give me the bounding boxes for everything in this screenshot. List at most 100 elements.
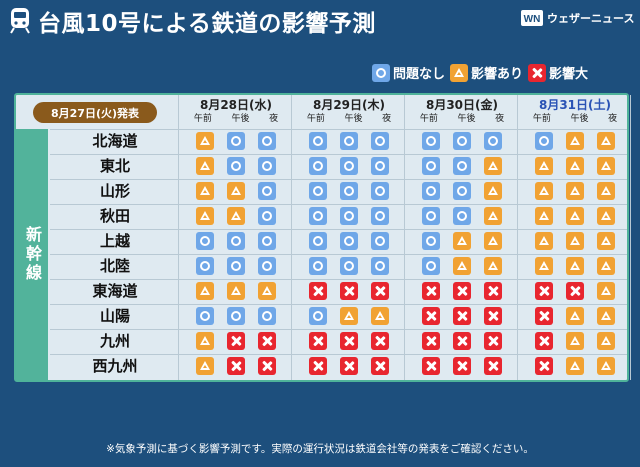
table-row: 九州 — [50, 329, 627, 352]
triangle-icon — [453, 232, 471, 250]
legend-item-warn: 影響あり — [450, 63, 523, 82]
line-name: 秋田 — [99, 207, 130, 225]
cross-icon — [422, 282, 440, 300]
table-row: 山陽 — [50, 304, 627, 327]
triangle-icon — [484, 207, 502, 225]
cross-icon — [484, 332, 502, 350]
triangle-icon — [196, 157, 214, 175]
circle-icon — [258, 207, 276, 225]
circle-icon — [309, 207, 327, 225]
table-row: 上越 — [50, 229, 627, 252]
time-slot-label: 午後 — [570, 114, 589, 124]
triangle-icon — [196, 182, 214, 200]
cross-icon — [340, 332, 358, 350]
line-name: 北陸 — [99, 257, 130, 275]
cross-icon — [340, 282, 358, 300]
time-slots: 午前 午後 夜 — [519, 113, 631, 125]
triangle-icon — [484, 157, 502, 175]
circle-icon — [227, 232, 245, 250]
line-name: 東海道 — [92, 282, 138, 300]
cross-icon — [535, 332, 553, 350]
triangle-icon — [535, 207, 553, 225]
time-slot-label: 午後 — [457, 114, 476, 124]
circle-icon — [422, 207, 440, 225]
circle-icon — [258, 182, 276, 200]
triangle-icon — [597, 282, 615, 300]
triangle-icon — [566, 132, 584, 150]
time-slots: 午前 午後 夜 — [180, 113, 292, 125]
column-divider — [517, 95, 518, 380]
circle-icon — [258, 232, 276, 250]
circle-icon — [227, 257, 245, 275]
circle-icon — [340, 257, 358, 275]
cross-icon — [535, 357, 553, 375]
time-slot-label: 午前 — [419, 114, 438, 124]
triangle-icon — [566, 207, 584, 225]
time-slot-label: 午前 — [532, 114, 551, 124]
triangle-icon — [597, 307, 615, 325]
triangle-icon — [597, 257, 615, 275]
circle-icon — [422, 257, 440, 275]
circle-icon — [196, 232, 214, 250]
triangle-icon — [566, 357, 584, 375]
cross-icon — [422, 307, 440, 325]
table-row: 秋田 — [50, 204, 627, 227]
cross-icon — [453, 357, 471, 375]
circle-icon — [422, 182, 440, 200]
cross-icon — [453, 332, 471, 350]
circle-icon — [309, 132, 327, 150]
circle-icon — [422, 157, 440, 175]
cross-icon — [453, 282, 471, 300]
category-sidebar: 新幹線 — [16, 129, 48, 380]
train-icon — [10, 8, 30, 34]
triangle-icon — [535, 257, 553, 275]
cross-icon — [227, 357, 245, 375]
table-row: 西九州 — [50, 354, 627, 377]
line-name: 東北 — [99, 157, 130, 175]
date-label: 8月31日(土) — [538, 98, 612, 112]
table-row: 山形 — [50, 179, 627, 202]
triangle-icon — [196, 332, 214, 350]
cross-icon — [566, 282, 584, 300]
circle-icon — [535, 132, 553, 150]
triangle-icon — [597, 132, 615, 150]
date-label: 8月29日(木) — [312, 98, 386, 112]
date-label: 8月28日(水) — [199, 98, 273, 112]
date-column-header: 8月31日(土) 午前 午後 夜 — [519, 98, 631, 128]
time-slots: 午前 午後 夜 — [406, 113, 518, 125]
circle-icon — [227, 307, 245, 325]
time-slot-label: 午前 — [306, 114, 325, 124]
table-row: 北海道 — [50, 129, 627, 152]
time-slot-label: 夜 — [269, 114, 279, 124]
cross-icon — [340, 357, 358, 375]
circle-icon — [196, 257, 214, 275]
circle-icon — [340, 132, 358, 150]
cross-icon — [258, 357, 276, 375]
triangle-icon — [227, 182, 245, 200]
legend-item-ok: 問題なし — [372, 63, 445, 82]
line-name: 西九州 — [92, 357, 138, 375]
date-column-header: 8月30日(金) 午前 午後 夜 — [406, 98, 518, 128]
date-column-header: 8月28日(水) 午前 午後 夜 — [180, 98, 292, 128]
line-name: 北海道 — [92, 132, 138, 150]
cross-icon — [309, 357, 327, 375]
circle-icon — [340, 232, 358, 250]
triangle-icon — [597, 357, 615, 375]
legend-item-bad: 影響大 — [528, 63, 588, 82]
date-column-header: 8月29日(木) 午前 午後 夜 — [293, 98, 405, 128]
triangle-icon — [196, 282, 214, 300]
issued-date-badge: 8月27日(火)発表 — [33, 102, 157, 123]
triangle-icon — [597, 182, 615, 200]
cross-icon — [309, 282, 327, 300]
circle-icon — [309, 257, 327, 275]
circle-icon — [453, 182, 471, 200]
triangle-icon — [196, 357, 214, 375]
header-bar: 台風10号による鉄道の影響予測 WN ウェザーニュース — [0, 0, 640, 40]
triangle-icon — [484, 182, 502, 200]
circle-icon — [258, 132, 276, 150]
circle-icon — [340, 157, 358, 175]
cross-icon — [371, 282, 389, 300]
circle-icon — [227, 132, 245, 150]
cross-icon — [535, 282, 553, 300]
circle-icon — [371, 157, 389, 175]
